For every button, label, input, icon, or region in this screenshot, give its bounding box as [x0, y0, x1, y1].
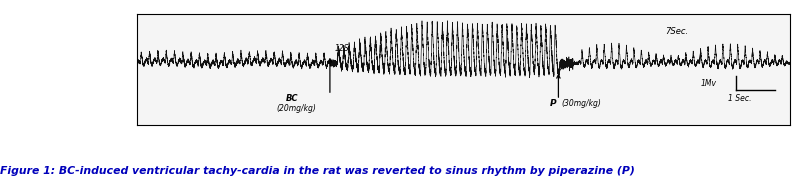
- Text: (30mg/kg): (30mg/kg): [562, 99, 601, 108]
- Text: BC: BC: [285, 94, 298, 103]
- Text: (20mg/kg): (20mg/kg): [276, 104, 317, 113]
- Text: 1Mv: 1Mv: [701, 79, 717, 88]
- Text: 12S: 12S: [334, 44, 349, 53]
- Text: 1 Sec.: 1 Sec.: [728, 94, 751, 103]
- Text: P: P: [550, 99, 556, 108]
- Text: Figure 1: BC-induced ventricular tachy-cardia in the rat was reverted to sinus r: Figure 1: BC-induced ventricular tachy-c…: [0, 166, 635, 176]
- Text: 7Sec.: 7Sec.: [665, 27, 688, 36]
